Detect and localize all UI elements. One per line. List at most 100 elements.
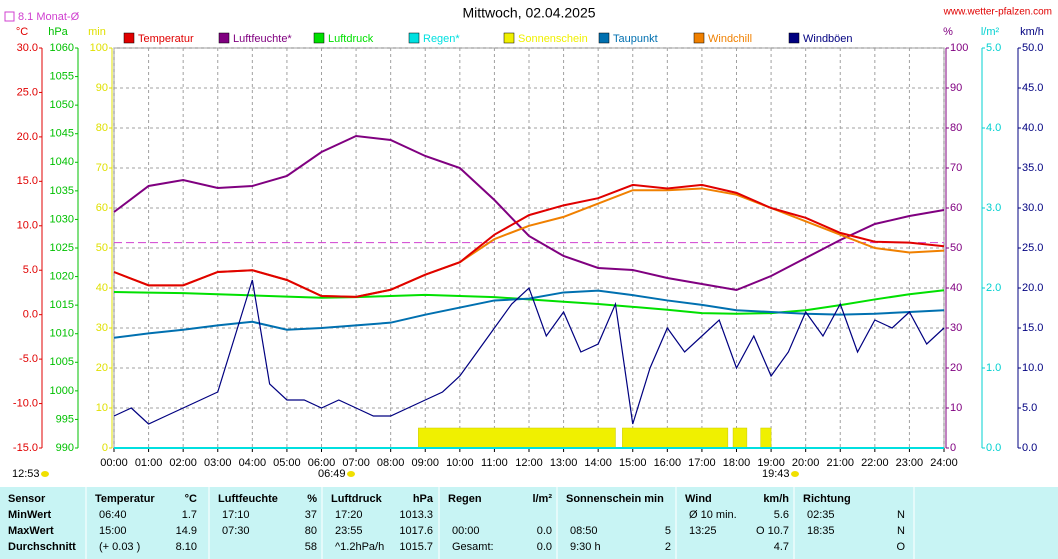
table-cell: 13:25 <box>689 525 717 537</box>
y-tick-label: 0 <box>102 442 108 454</box>
y-tick-label: 1060 <box>50 42 74 54</box>
axis-unit: l/m² <box>981 26 1000 38</box>
table-cell: (+ 0.03 ) <box>99 541 140 553</box>
table-cell: 15:00 <box>99 525 127 537</box>
axis-unit: hPa <box>48 26 68 38</box>
y-tick-label: 1040 <box>50 156 74 168</box>
x-tick-label: 17:00 <box>688 457 716 469</box>
table-row-label: Durchschnitt <box>8 541 76 553</box>
y-tick-label: 0.0 <box>986 442 1001 454</box>
y-tick-label: 30 <box>96 322 108 334</box>
sun-bar <box>732 427 748 449</box>
table-cell: 80 <box>305 525 317 537</box>
sun-bar <box>760 427 772 449</box>
chart-title: Mittwoch, 02.04.2025 <box>462 5 595 21</box>
y-tick-label: 1045 <box>50 128 74 140</box>
y-tick-label: 20.0 <box>1022 282 1043 294</box>
x-tick-label: 19:00 <box>757 457 785 469</box>
table-cell: 4.7 <box>774 541 789 553</box>
x-tick-label: 04:00 <box>239 457 267 469</box>
table-cell: Ø 10 min. <box>689 509 737 521</box>
legend-label: Windböen <box>803 33 853 45</box>
table-cell: 5.6 <box>774 509 789 521</box>
legend-swatch <box>788 32 800 44</box>
y-tick-label: 10 <box>96 402 108 414</box>
y-tick-label: 0.0 <box>23 309 38 321</box>
x-tick-label: 11:00 <box>481 457 508 469</box>
y-tick-label: 100 <box>90 42 108 54</box>
legend-label: Windchill <box>708 33 752 45</box>
y-tick-label: 20 <box>96 362 108 374</box>
y-tick-label: 10 <box>950 402 962 414</box>
sun-time: 12:53 <box>12 468 40 480</box>
sun-bar <box>418 427 616 449</box>
x-tick-label: 14:00 <box>584 457 612 469</box>
y-tick-label: 80 <box>950 122 962 134</box>
legend-label: Luftdruck <box>328 33 374 45</box>
y-tick-label: 5.0 <box>986 42 1001 54</box>
y-tick-label: 45.0 <box>1022 82 1043 94</box>
table-cell: 00:00 <box>452 525 480 537</box>
table-cell: N <box>897 509 905 521</box>
y-tick-label: 30.0 <box>17 42 38 54</box>
y-tick-label: -15.0 <box>13 442 38 454</box>
table-background <box>0 487 1058 559</box>
x-tick-label: 00:00 <box>100 457 128 469</box>
table-cell: 1.7 <box>182 509 197 521</box>
x-tick-label: 21:00 <box>826 457 854 469</box>
y-tick-label: 70 <box>96 162 108 174</box>
y-tick-label: 1035 <box>50 185 74 197</box>
table-cell: 08:50 <box>570 525 598 537</box>
x-tick-label: 06:00 <box>308 457 336 469</box>
table-cell: 06:40 <box>99 509 127 521</box>
table-header: Sensor <box>8 493 46 505</box>
x-tick-label: 22:00 <box>861 457 889 469</box>
table-header-unit: hPa <box>413 493 434 505</box>
y-tick-label: 50.0 <box>1022 42 1043 54</box>
table-cell: Gesamt: <box>452 541 494 553</box>
y-tick-label: 1050 <box>50 99 74 111</box>
series-line <box>113 183 945 298</box>
table-cell: 58 <box>305 541 317 553</box>
table-cell: ^1.2hPa/h <box>335 541 384 553</box>
x-tick-label: 09:00 <box>411 457 439 469</box>
sun-time: 06:49 <box>318 468 346 480</box>
table-header: Richtung <box>803 493 851 505</box>
x-tick-label: 16:00 <box>654 457 682 469</box>
sun-icon <box>347 471 355 477</box>
y-tick-label: 20.0 <box>17 131 38 143</box>
table-cell: 1013.3 <box>399 509 433 521</box>
y-tick-label: 1000 <box>50 385 74 397</box>
axis-unit: min <box>88 26 106 38</box>
table-header: Regen <box>448 493 482 505</box>
y-tick-label: -10.0 <box>13 397 38 409</box>
legend-label: Regen* <box>423 33 460 45</box>
table-cell: 5 <box>665 525 671 537</box>
y-tick-label: 20 <box>950 362 962 374</box>
x-tick-label: 12:00 <box>515 457 543 469</box>
series-line <box>113 289 945 339</box>
legend-label: Sonnenschein <box>518 33 588 45</box>
table-header-unit: °C <box>185 493 197 505</box>
table-cell: 0.0 <box>537 525 552 537</box>
reference-icon <box>4 11 15 22</box>
y-tick-label: 70 <box>950 162 962 174</box>
table-cell: 02:35 <box>807 509 835 521</box>
y-tick-label: 80 <box>96 122 108 134</box>
table-cell: N <box>897 525 905 537</box>
legend-swatch <box>408 32 420 44</box>
x-tick-label: 20:00 <box>792 457 820 469</box>
table-header: Luftfeuchte <box>218 493 278 505</box>
table-header: Sonnenschein min <box>566 493 664 505</box>
table-row-label: MinWert <box>8 509 52 521</box>
table-header: Wind <box>685 493 712 505</box>
table-cell: 17:10 <box>222 509 250 521</box>
x-tick-label: 10:00 <box>446 457 474 469</box>
legend-swatch <box>123 32 135 44</box>
x-tick-label: 03:00 <box>204 457 232 469</box>
sun-time: 19:43 <box>762 468 790 480</box>
x-tick-label: 13:00 <box>550 457 578 469</box>
y-tick-label: 40 <box>96 282 108 294</box>
y-tick-label: 15.0 <box>17 175 38 187</box>
